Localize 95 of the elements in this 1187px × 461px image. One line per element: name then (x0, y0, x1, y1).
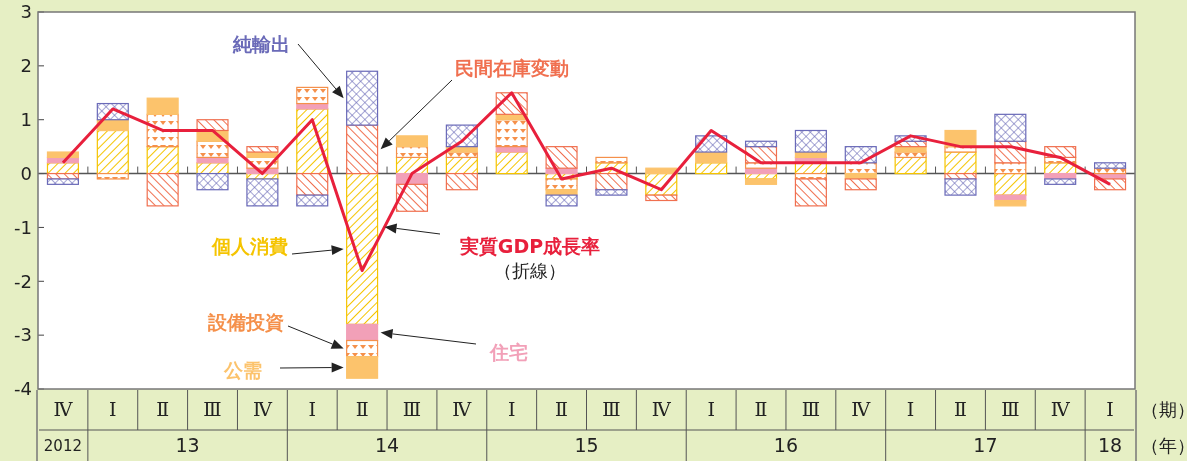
text: 実質GDP成長率 (458, 234, 601, 257)
bar (346, 124, 379, 175)
bar (146, 97, 179, 115)
x-tick-label: Ⅰ (707, 398, 715, 421)
y-tick-label: 3 (20, 1, 32, 23)
y-tick-label: -1 (14, 216, 32, 238)
x-tick-label: Ⅲ (402, 398, 422, 421)
text: 個人消費 (211, 234, 288, 257)
x-tick-label: Ⅲ (203, 398, 222, 421)
bar (196, 140, 229, 159)
x-tick-label: Ⅳ (452, 398, 473, 421)
x-tick-label: Ⅱ (156, 398, 170, 421)
y-tick-label: 1 (20, 109, 32, 131)
text: （年） (1141, 434, 1187, 456)
bar (595, 156, 628, 164)
bar (944, 151, 977, 175)
bar (395, 146, 429, 159)
y-tick-label: -3 (14, 324, 32, 346)
bar (96, 129, 129, 175)
bar (794, 178, 827, 207)
x-tick-label: Ⅰ (1106, 398, 1114, 421)
bar (346, 172, 379, 325)
text: 18 (1097, 434, 1123, 457)
x-tick-label: Ⅳ (1050, 398, 1071, 421)
bar (296, 102, 329, 110)
y-tick-label: -2 (14, 270, 32, 292)
x-tick-label: Ⅰ (906, 398, 915, 421)
bar (445, 172, 478, 191)
y-tick-label: 0 (20, 162, 32, 184)
x-tick-label: Ⅲ (602, 398, 621, 421)
y-tick-label: 2 (20, 55, 32, 77)
bar (645, 194, 678, 202)
text: 13 (175, 434, 200, 457)
bar (894, 146, 927, 153)
bar (595, 172, 628, 191)
bar (1094, 162, 1127, 169)
bar (994, 199, 1027, 207)
bar (1044, 178, 1077, 185)
bar (1094, 178, 1127, 191)
text: 設備投資 (207, 310, 284, 333)
bar (944, 178, 977, 196)
bar (146, 146, 179, 175)
x-tick-label: Ⅳ (252, 398, 273, 421)
x-tick-label: Ⅱ (355, 398, 369, 421)
x-tick-label: Ⅱ (555, 398, 569, 421)
bar (994, 113, 1027, 142)
bar (96, 172, 129, 180)
text: 16 (773, 434, 799, 457)
bar (695, 162, 728, 175)
bar (146, 172, 179, 207)
annotation: （折線） (494, 260, 566, 282)
x-tick-label: Ⅰ (507, 398, 516, 421)
y-tick-label: -4 (14, 378, 32, 400)
bar (794, 129, 827, 153)
text: 純輸出 (232, 32, 290, 55)
x-tick-label: Ⅳ (651, 398, 672, 421)
x-tick-label: Ⅳ (53, 398, 74, 421)
text: 17 (973, 434, 998, 457)
bar (894, 156, 927, 175)
bar (296, 194, 329, 207)
bar (595, 189, 628, 196)
bar (844, 178, 877, 191)
bar (495, 119, 528, 148)
bar (994, 194, 1027, 202)
bar (246, 146, 279, 153)
bar (196, 172, 229, 191)
x-tick-label: Ⅳ (851, 398, 872, 421)
bar (296, 172, 329, 196)
bar (545, 146, 578, 169)
bar (545, 194, 578, 207)
x-tick-label: Ⅱ (754, 398, 768, 421)
bar (545, 178, 578, 191)
bar (744, 178, 778, 185)
text: 15 (574, 434, 599, 457)
x-tick-label: Ⅲ (1001, 398, 1020, 421)
bar (495, 146, 528, 153)
bar (395, 183, 429, 212)
text: 2012 (43, 436, 83, 455)
text: 公需 (223, 358, 262, 381)
text: 住宅 (489, 340, 528, 363)
x-tick-label: Ⅰ (308, 398, 317, 421)
bar (994, 162, 1027, 175)
series-label: 民間在庫変動 (455, 56, 569, 79)
bar (46, 178, 79, 185)
bar (346, 70, 379, 126)
bar (246, 178, 279, 207)
bar (296, 86, 329, 105)
bar (744, 140, 778, 148)
bar (495, 151, 528, 175)
bar (346, 356, 379, 379)
x-axis-title: （期） (1141, 398, 1187, 420)
x-tick-label: Ⅱ (954, 398, 967, 421)
x-tick-label: Ⅲ (801, 398, 821, 421)
text: 14 (374, 434, 400, 457)
x-tick-label: Ⅰ (109, 398, 117, 421)
